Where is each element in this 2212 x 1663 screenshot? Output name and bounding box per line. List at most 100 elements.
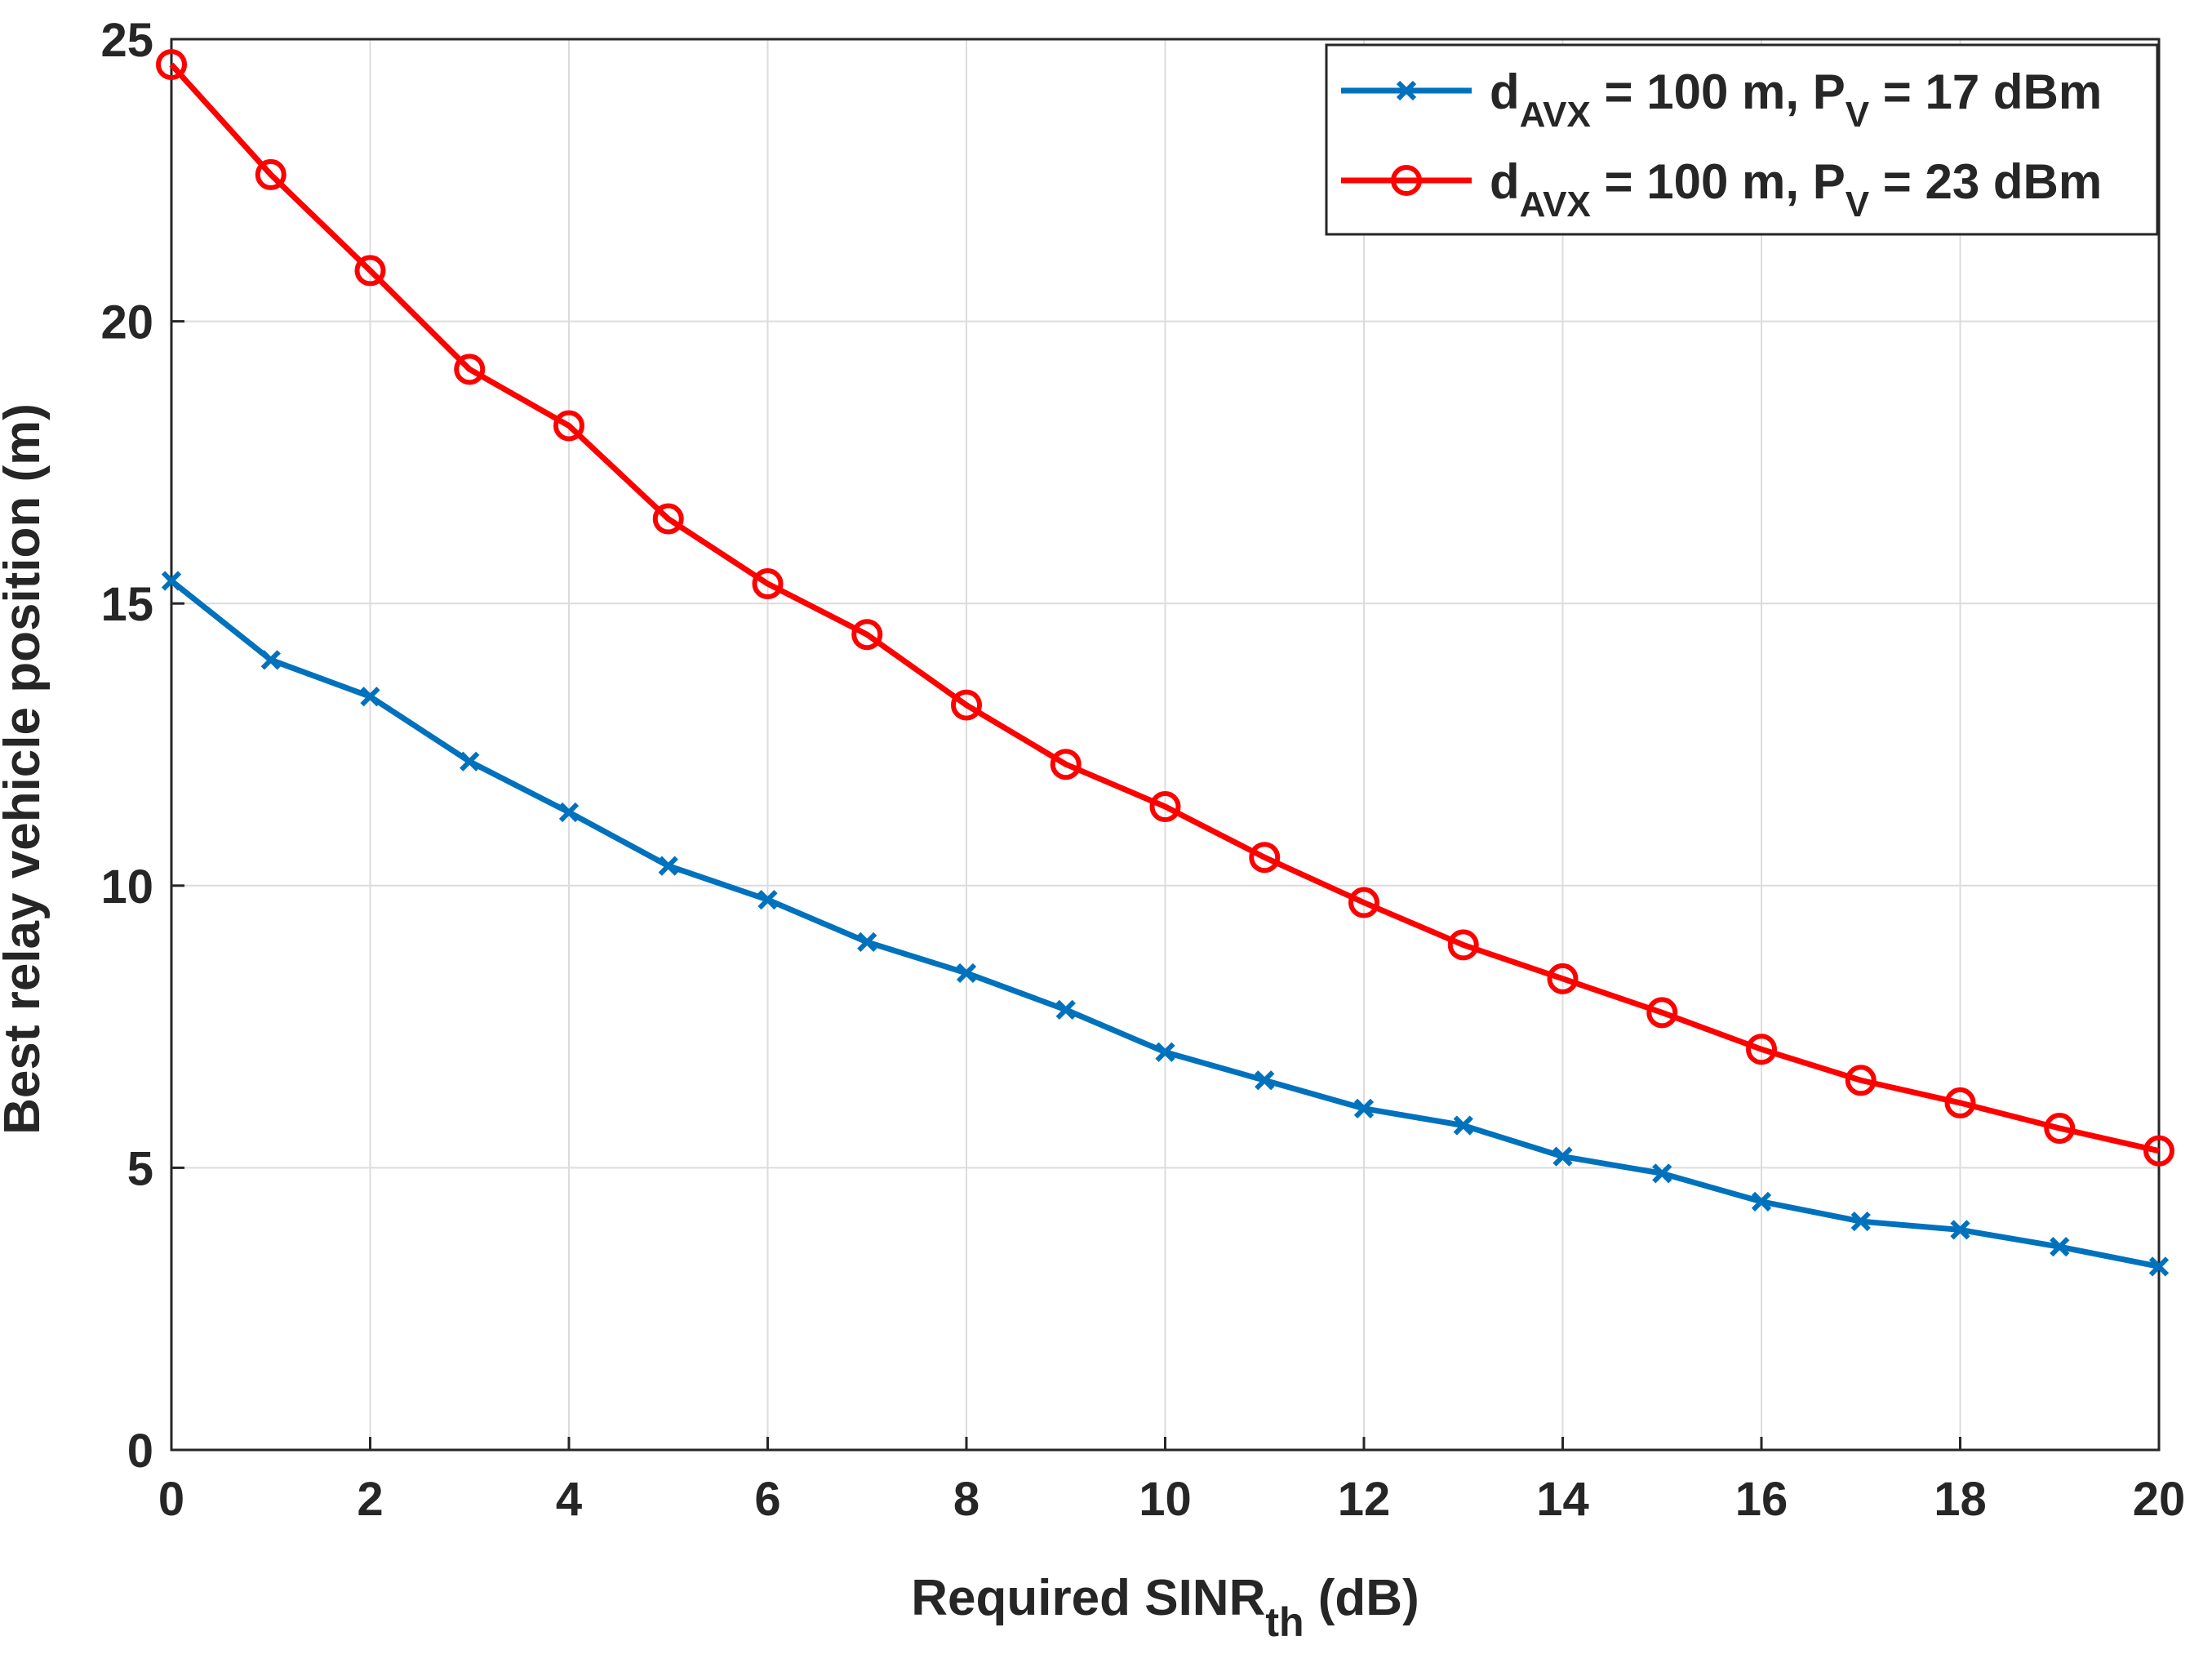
marker-stroke (1396, 80, 1417, 101)
x-tick-label: 2 (357, 1473, 383, 1526)
series-line (169, 62, 2160, 1154)
data-point (1944, 1087, 1976, 1118)
legend-box (1325, 43, 2159, 236)
data-point (1646, 997, 1678, 1029)
data-point (1055, 999, 1076, 1020)
data-point (1447, 929, 1479, 961)
y-tick-label: 15 (100, 578, 153, 631)
data-point (752, 568, 784, 600)
data-point (1845, 1065, 1877, 1096)
x-tick-label: 6 (754, 1473, 780, 1526)
data-point (161, 571, 182, 591)
marker-stroke (360, 687, 380, 707)
data-point (1155, 1042, 1175, 1062)
marker-stroke (1552, 1146, 1573, 1167)
marker-stroke (956, 963, 977, 984)
legend-label-text: = 23 dBm (1869, 154, 2102, 209)
legend-label-subscript: AVX (1520, 185, 1591, 225)
series-2 (156, 49, 2174, 1167)
legend-item-2: dAVX = 100 m, PV = 23 dBm (1341, 154, 2102, 225)
legend-label-subscript: V (1846, 185, 1870, 225)
data-point (956, 963, 977, 984)
y-tick-label: 25 (100, 14, 153, 67)
x-tick-label: 8 (953, 1473, 979, 1526)
x-tick-label: 18 (1934, 1473, 1987, 1526)
data-point (558, 802, 580, 823)
y-tick-label: 10 (100, 860, 153, 914)
x-axis-label: Required SINRth (dB) (911, 1570, 1419, 1645)
data-point (2143, 1135, 2174, 1167)
y-tick-label: 20 (100, 296, 153, 349)
data-point (658, 856, 678, 876)
data-point (1149, 791, 1181, 823)
marker-stroke (1255, 1070, 1275, 1091)
data-point (851, 619, 883, 651)
data-point (1348, 887, 1379, 918)
marker-stroke (1950, 1220, 1970, 1240)
legend-label-text: = 100 m, P (1591, 154, 1846, 209)
series-layer (156, 49, 2174, 1277)
legend-label-text: d (1490, 154, 1520, 209)
series-1 (161, 571, 2170, 1277)
x-tick-label: 10 (1139, 1473, 1192, 1526)
marker-stroke (658, 856, 678, 876)
data-point (1552, 1146, 1573, 1167)
x-axis-label-unit: (dB) (1304, 1570, 1419, 1626)
marker-stroke (1353, 1098, 1375, 1118)
data-point (1850, 1211, 1871, 1232)
data-point (553, 410, 584, 442)
data-point (857, 932, 877, 953)
marker-stroke (558, 802, 580, 823)
data-point (1391, 165, 1422, 196)
marker-stroke (2050, 1237, 2070, 1257)
marker-stroke (1453, 1115, 1473, 1136)
legend-item-1: dAVX = 100 m, PV = 17 dBm (1341, 64, 2102, 135)
data-point (652, 503, 684, 535)
data-point (354, 255, 386, 287)
marker-stroke (260, 650, 281, 670)
legend-label: dAVX = 100 m, PV = 17 dBm (1490, 64, 2102, 135)
data-point (757, 889, 778, 910)
legend-label-text: d (1490, 64, 1520, 119)
data-point (156, 49, 187, 81)
data-point (1050, 749, 1082, 780)
marker-stroke (2148, 1256, 2170, 1277)
data-point (1950, 1220, 1970, 1240)
marker-stroke (1652, 1163, 1672, 1184)
x-tick-label: 14 (1536, 1473, 1589, 1526)
data-point (2050, 1237, 2070, 1257)
x-tick-label: 4 (556, 1473, 582, 1526)
x-axis-label-main: Required SINR (911, 1570, 1265, 1626)
marker-stroke (460, 751, 480, 771)
data-point (1652, 1163, 1672, 1184)
y-tick-label: 5 (127, 1142, 153, 1195)
marker-stroke (1155, 1042, 1175, 1062)
data-point (260, 650, 281, 670)
data-point (1249, 842, 1281, 874)
x-tick-label: 16 (1735, 1473, 1788, 1526)
x-tick-label: 20 (2133, 1473, 2186, 1526)
legend-label-subscript: AVX (1520, 95, 1591, 135)
y-axis-label: Best relay vehicle position (m) (0, 403, 51, 1135)
marker-stroke (757, 889, 778, 910)
data-point (1453, 1115, 1473, 1136)
data-point (460, 751, 480, 771)
data-point (1353, 1098, 1375, 1118)
marker-stroke (1055, 999, 1076, 1020)
legend-label: dAVX = 100 m, PV = 23 dBm (1490, 154, 2102, 225)
y-tick-label: 0 (127, 1425, 153, 1478)
x-axis-label-subscript: th (1265, 1599, 1304, 1645)
marker-stroke (1751, 1191, 1772, 1212)
data-point (1746, 1034, 1777, 1065)
marker-stroke (857, 932, 877, 953)
data-point (1547, 963, 1579, 994)
legend-label-subscript: V (1846, 95, 1870, 135)
data-point (2044, 1113, 2076, 1145)
data-point (454, 353, 486, 385)
marker-stroke (1850, 1211, 1871, 1232)
data-point (360, 687, 380, 707)
